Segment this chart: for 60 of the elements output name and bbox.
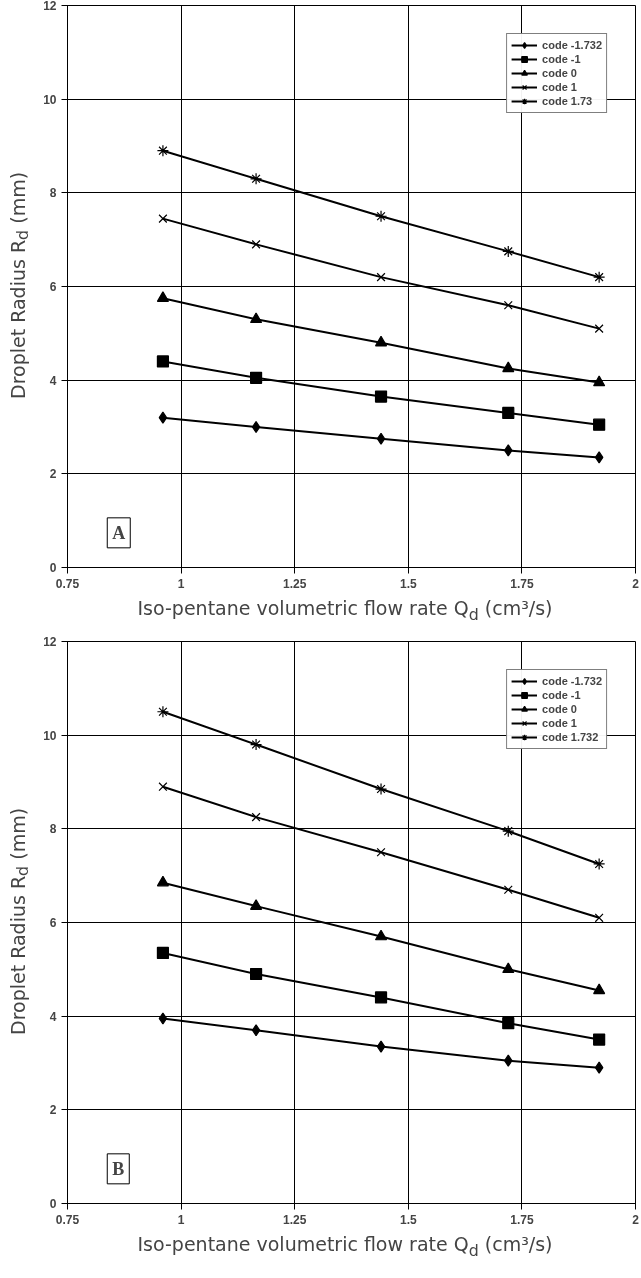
point [158,214,168,224]
point [156,355,170,368]
point [593,983,606,995]
legend-label: code 1.73 [542,94,593,108]
x-tick-label: 1.5 [399,576,417,591]
point [594,451,604,464]
annotation: A [112,522,126,543]
point [156,946,170,960]
legend-label: code 0 [542,702,577,716]
annotation: B [112,1158,125,1179]
legend-label: code 1 [542,716,577,730]
point [158,782,168,792]
x-tick-label: 1.75 [510,576,534,591]
y-tick-label: 10 [43,92,57,107]
point [594,324,604,334]
x-axis-title: Iso-pentane volumetric flow rate Q$_{d}$ (cm³/s) [136,1232,554,1262]
point [593,418,606,431]
legend-label: code 1 [542,80,577,94]
y-tick-label: 12 [43,0,57,13]
point [593,271,606,284]
y-tick-label: 4 [49,373,57,388]
y-tick-label: 6 [49,280,57,294]
y-tick-label: 0 [49,1197,57,1211]
y-tick-label: 10 [43,728,57,743]
point [594,913,604,923]
x-axis-title: Iso-pentane volumetric flow rate Q$_{d}$ (cm³/s) [136,596,554,626]
legend-label: code -1.732 [542,38,602,52]
x-tick-label: 0.75 [55,576,80,591]
x-tick-label: 0.75 [55,1212,80,1227]
legend-label: code 1.732 [542,730,599,744]
y-tick-label: 12 [43,635,57,649]
point [593,375,606,387]
point [593,857,606,871]
legend-label: code -1 [542,688,581,702]
point [594,1061,604,1074]
y-tick-label: 6 [49,916,57,930]
point [156,875,170,887]
point [156,705,170,718]
x-tick-label: 1.25 [283,1212,307,1227]
point [156,144,170,157]
legend-label: code -1.732 [542,674,602,688]
legend-label: code -1 [542,52,581,66]
point [593,1033,606,1046]
y-tick-label: 8 [49,822,57,837]
x-tick-label: 1.25 [283,576,307,591]
y-tick-label: 2 [49,1103,57,1118]
point [158,411,168,424]
x-tick-label: 1 [177,576,185,591]
x-tick-label: 1.75 [510,1212,534,1227]
y-tick-label: 4 [49,1009,57,1024]
x-tick-label: 1 [177,1212,185,1227]
y-tick-label: 2 [49,467,57,482]
point [156,291,170,302]
legend-label: code 0 [542,66,577,80]
point [158,1012,168,1025]
x-tick-label: 2 [632,1212,640,1227]
y-tick-label: 0 [49,561,57,575]
y-tick-label: 8 [49,186,57,201]
x-tick-label: 1.5 [399,1212,417,1227]
x-tick-label: 2 [632,576,640,591]
